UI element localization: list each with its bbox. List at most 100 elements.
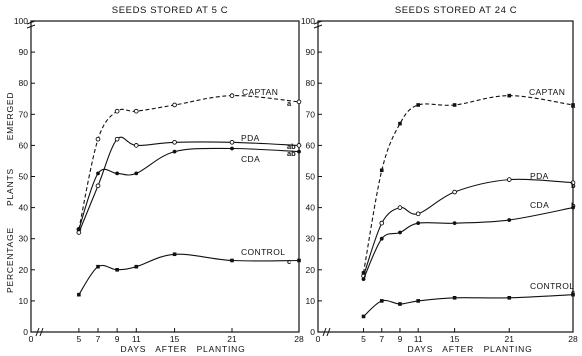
data-point — [398, 230, 402, 235]
data-point — [398, 121, 402, 126]
series-line — [362, 178, 574, 277]
data-point — [297, 149, 301, 154]
series-line — [78, 253, 300, 296]
series-line — [362, 95, 574, 273]
significance-letter: ab — [287, 142, 296, 151]
ylabel-part-percentage: PERCENTAGE — [5, 227, 15, 293]
series-label: CONTROL — [530, 281, 574, 291]
x-tick-label: 21 — [227, 334, 237, 344]
data-point — [230, 258, 234, 263]
series-label: CDA — [241, 154, 260, 164]
significance-letter: a — [287, 99, 292, 108]
x-tick-label: 15 — [450, 334, 460, 344]
y-tick-label: 90 — [19, 47, 29, 57]
data-point — [96, 171, 100, 176]
y-tick-label: 80 — [306, 78, 316, 88]
series-label: CAPTAN — [242, 87, 278, 97]
x-tick-label: 9 — [398, 334, 403, 344]
data-point — [297, 258, 301, 263]
series-label: CDA — [530, 200, 549, 210]
y-tick-label: 90 — [306, 47, 316, 57]
x-tick-label: 5 — [76, 334, 81, 344]
data-point — [571, 292, 575, 297]
data-point — [507, 295, 512, 300]
significance-letter: c — [287, 257, 291, 266]
data-point — [506, 177, 512, 182]
data-point — [77, 292, 81, 297]
series-pda: PDA b — [361, 171, 576, 279]
data-point — [507, 218, 512, 222]
data-point — [452, 189, 457, 195]
data-point — [115, 268, 119, 272]
x-tick-label: 28 — [294, 334, 304, 344]
data-point — [229, 139, 235, 145]
y-tick-label: 80 — [19, 78, 29, 88]
x-tick-label: 11 — [414, 334, 423, 344]
x-axis-break-mark — [35, 327, 44, 337]
data-point — [379, 299, 384, 303]
data-point — [134, 264, 139, 269]
data-point — [416, 299, 420, 303]
x-axis-label: DAYS AFTER PLANTING — [408, 344, 533, 354]
data-point — [76, 227, 81, 232]
series-pda: PDA ab — [76, 133, 302, 235]
panel-title: SEEDS STORED AT 24 C — [395, 5, 517, 16]
data-point — [361, 271, 366, 275]
panel-title: SEEDS STORED AT 5 C — [112, 5, 228, 16]
data-point — [95, 136, 101, 142]
data-point — [114, 136, 120, 142]
data-point — [379, 168, 384, 173]
significance-letter: c — [571, 288, 575, 297]
y-tick-label: 0 — [310, 327, 315, 337]
significance-letter: ab — [287, 149, 296, 158]
data-point — [115, 171, 120, 176]
y-tick-label: 20 — [306, 265, 316, 275]
significance-letter: b — [571, 181, 576, 190]
series-label: PDA — [241, 133, 260, 143]
figure-ylabel: PERCENTAGE PLANTS EMERGED — [5, 92, 15, 293]
data-point — [379, 220, 385, 226]
x-tick-label: 21 — [505, 334, 515, 344]
data-point — [361, 277, 366, 282]
y-tick-label: 10 — [19, 296, 29, 306]
data-point — [361, 314, 366, 319]
y-tick-label: 60 — [306, 140, 316, 150]
y-tick-label: 70 — [306, 109, 316, 119]
x-tick-label: 0 — [29, 334, 34, 344]
data-point — [571, 205, 575, 210]
x-tick-label: 15 — [170, 334, 180, 344]
y-tick-label: 100 — [301, 16, 315, 26]
plot-frame — [30, 20, 300, 333]
ylabel-part-plants: PLANTS — [5, 168, 15, 206]
series-captan: CAPTAN a — [76, 87, 302, 232]
data-point — [397, 205, 403, 210]
data-point — [415, 211, 421, 217]
data-point — [96, 264, 100, 269]
series-label: PDA — [530, 171, 549, 181]
x-axis-break-mark — [322, 327, 331, 337]
data-point — [507, 93, 512, 98]
significance-letter: a — [571, 101, 576, 110]
data-point — [571, 103, 575, 107]
y-tick-label: 40 — [19, 203, 29, 213]
x-tick-label: 5 — [361, 334, 366, 344]
series-label: CAPTAN — [529, 87, 565, 97]
data-point — [230, 146, 234, 151]
x-tick-label: 7 — [96, 334, 101, 344]
x-tick-label: 0 — [316, 334, 321, 344]
series-label: CONTROL — [241, 247, 285, 257]
data-point — [172, 149, 177, 154]
x-tick-label: 9 — [115, 334, 120, 344]
data-point — [296, 99, 302, 105]
significance-letter: b — [571, 201, 576, 210]
data-point — [416, 221, 421, 226]
data-point — [229, 93, 235, 98]
data-point — [398, 302, 402, 306]
data-point — [114, 108, 120, 114]
panel-24c: SEEDS STORED AT 24 C 0102030405060708090… — [301, 5, 578, 354]
data-point — [133, 143, 139, 148]
y-tick-label: 20 — [19, 265, 29, 275]
y-tick-label: 10 — [306, 296, 316, 306]
